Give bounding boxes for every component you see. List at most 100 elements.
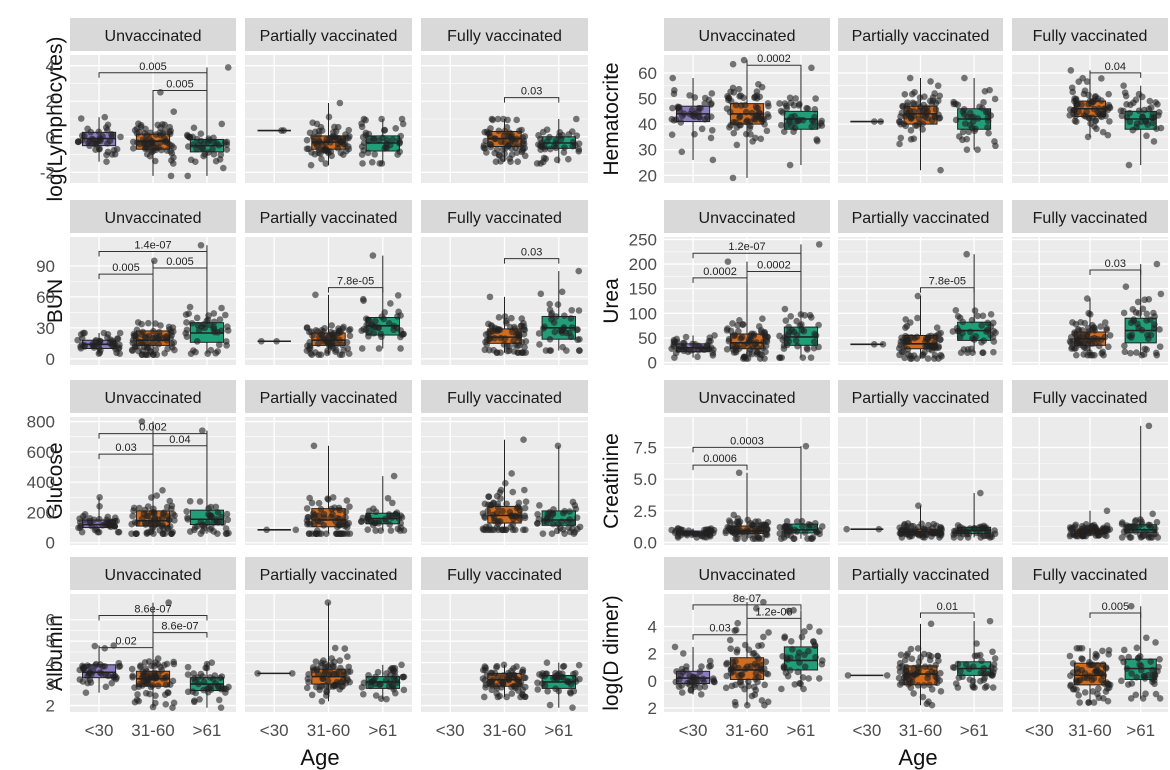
data-point	[745, 349, 753, 357]
p-value-label: 0.005	[139, 61, 167, 73]
data-point	[1067, 333, 1075, 341]
data-point	[971, 127, 978, 135]
data-point	[952, 100, 959, 108]
data-point	[566, 508, 573, 515]
data-point	[1078, 101, 1085, 108]
data-point	[573, 514, 581, 521]
data-point	[202, 664, 209, 672]
data-point	[906, 74, 914, 82]
data-point	[934, 82, 942, 90]
data-point	[344, 345, 352, 352]
panel-fully-vaccinated: Fully vaccinated	[421, 380, 588, 545]
data-point	[94, 528, 102, 536]
data-point	[1084, 324, 1092, 332]
data-point	[163, 660, 171, 668]
data-point	[799, 354, 807, 361]
box-lt30	[74, 113, 124, 165]
data-point	[75, 524, 82, 532]
data-point	[205, 684, 213, 692]
data-point	[365, 671, 372, 679]
data-point	[790, 606, 797, 614]
data-point	[187, 156, 195, 164]
y-axis-label: Glucose	[44, 442, 67, 519]
data-point	[327, 661, 335, 668]
data-point	[357, 518, 365, 525]
data-point	[317, 505, 325, 513]
data-point	[1067, 530, 1074, 538]
data-point	[497, 158, 504, 165]
data-point	[916, 120, 923, 128]
data-point	[117, 133, 124, 141]
data-point	[928, 99, 936, 107]
y-tick-label: -2	[40, 163, 55, 182]
data-point	[701, 100, 709, 107]
data-point	[1069, 660, 1077, 667]
data-point	[1118, 534, 1126, 541]
box-31-60	[480, 115, 529, 165]
data-point	[928, 668, 936, 676]
significance-bracket: 1.2e-06	[746, 606, 802, 624]
data-point	[746, 332, 754, 339]
data-point	[1066, 652, 1074, 660]
data-point	[493, 146, 501, 153]
data-point	[154, 682, 162, 690]
panel-unvaccinated: Unvaccinated 8e-07 0.03 1.2e-06 <30 31-60 >61	[664, 557, 830, 740]
data-point	[193, 314, 201, 322]
data-point	[152, 320, 159, 327]
p-value-label: 0.002	[139, 422, 167, 434]
data-point	[368, 158, 376, 166]
data-point	[569, 525, 576, 533]
data-point	[328, 505, 335, 513]
data-point	[928, 686, 936, 693]
data-point	[137, 662, 144, 669]
data-point	[218, 304, 225, 312]
data-point	[1127, 602, 1135, 610]
data-point	[394, 292, 402, 299]
data-point	[907, 127, 915, 134]
data-point	[318, 331, 325, 338]
data-point	[482, 681, 490, 688]
data-point	[801, 628, 808, 635]
box->61	[776, 64, 826, 169]
data-point	[541, 682, 549, 689]
data-point	[1098, 676, 1105, 684]
data-point	[573, 326, 581, 334]
data-point	[694, 353, 701, 361]
data-point	[359, 133, 367, 141]
data-point	[914, 292, 922, 300]
data-point	[760, 633, 767, 641]
data-point	[196, 498, 204, 505]
p-value-label: 7.8e-05	[337, 276, 374, 288]
data-point	[812, 525, 819, 533]
data-point	[741, 353, 748, 361]
data-point	[549, 510, 557, 518]
box->61	[950, 74, 999, 154]
box-31-60	[722, 469, 772, 542]
facet-strip	[664, 557, 830, 590]
data-point	[914, 682, 922, 689]
significance-bracket: 8e-07	[692, 593, 802, 610]
data-point	[1086, 658, 1093, 666]
data-point	[922, 530, 930, 538]
bracket-line	[746, 617, 802, 624]
data-point	[977, 489, 984, 497]
data-point	[951, 664, 958, 672]
data-point	[207, 346, 215, 354]
data-point	[758, 667, 765, 675]
p-value-label: 8.6e-07	[134, 603, 171, 615]
p-value-label: 0.04	[169, 434, 190, 446]
data-point	[1122, 283, 1130, 291]
data-point	[102, 683, 110, 691]
data-point	[513, 149, 521, 156]
data-point	[927, 78, 934, 85]
data-point	[147, 520, 155, 528]
data-point	[1135, 107, 1143, 114]
data-point	[904, 650, 911, 658]
data-point	[1130, 316, 1138, 323]
data-point	[539, 530, 547, 537]
data-point	[496, 692, 504, 700]
data-point	[511, 323, 518, 331]
data-point	[952, 527, 960, 535]
data-point	[360, 139, 368, 147]
data-point	[810, 338, 818, 346]
